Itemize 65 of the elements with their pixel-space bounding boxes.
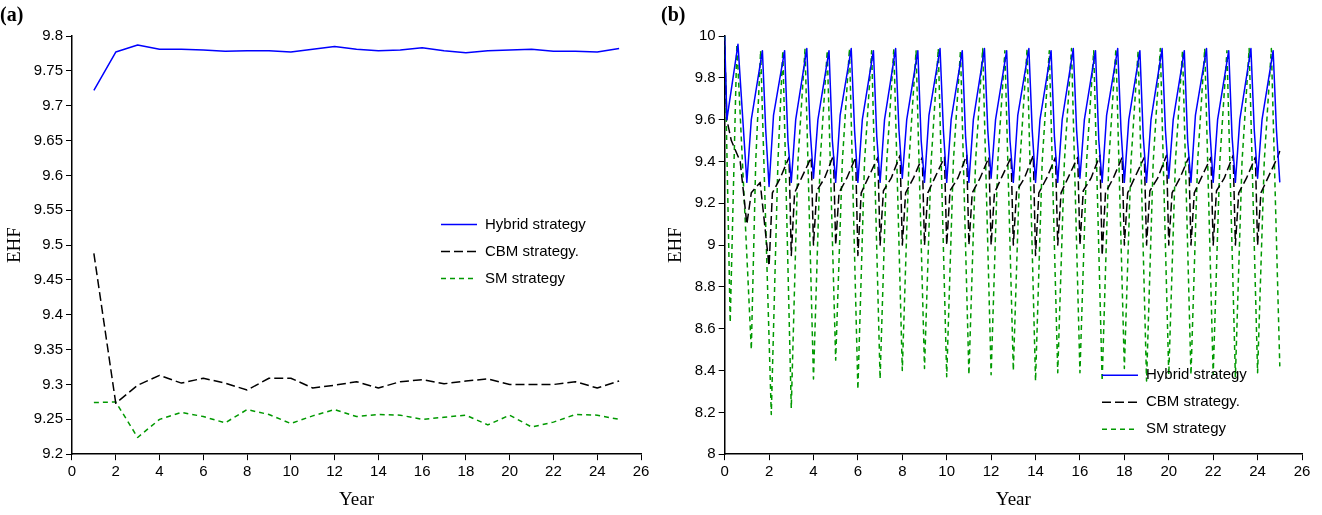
x-tick-label: 0 bbox=[720, 462, 729, 480]
y-tick-label: 8.8 bbox=[694, 277, 716, 295]
x-tick-label: 22 bbox=[545, 462, 562, 480]
x-tick-label: 16 bbox=[1071, 462, 1089, 480]
y-tick-label: 8.6 bbox=[694, 318, 716, 336]
x-tick-label: 24 bbox=[588, 462, 606, 480]
x-tick-label: 26 bbox=[1293, 462, 1311, 480]
y-axis-title: EHF bbox=[664, 227, 686, 264]
y-tick-label: 9.75 bbox=[33, 60, 63, 78]
x-tick-label: 6 bbox=[853, 462, 863, 480]
y-tick-label: 9.55 bbox=[33, 200, 63, 218]
x-axis-title: Year bbox=[338, 487, 375, 509]
x-tick-label: 18 bbox=[457, 462, 475, 480]
y-axis-title: EHF bbox=[3, 227, 25, 264]
x-tick-label: 12 bbox=[982, 462, 1000, 480]
y-tick-label: 9.5 bbox=[42, 235, 63, 253]
x-tick-label: 2 bbox=[764, 462, 774, 480]
y-tick-label: 9.2 bbox=[694, 193, 716, 211]
x-tick-label: 26 bbox=[632, 462, 650, 480]
legend-label: Hybrid strategy bbox=[485, 214, 587, 232]
legend-label: CBM strategy. bbox=[485, 241, 579, 259]
x-tick-label: 14 bbox=[1027, 462, 1044, 480]
x-tick-label: 12 bbox=[326, 462, 343, 480]
y-tick-label: 9.35 bbox=[33, 339, 63, 357]
x-tick-label: 20 bbox=[1160, 462, 1178, 480]
y-tick-label: 9.7 bbox=[42, 95, 63, 113]
x-tick-label: 10 bbox=[938, 462, 956, 480]
x-tick-label: 4 bbox=[809, 462, 818, 480]
y-tick-label: 9.25 bbox=[33, 409, 63, 427]
legend-label: Hybrid strategy bbox=[1146, 365, 1248, 383]
y-tick-label: 9.6 bbox=[694, 109, 716, 127]
legend-label: SM strategy bbox=[1146, 419, 1227, 437]
x-tick-label: 14 bbox=[370, 462, 387, 480]
y-tick-label: 10 bbox=[698, 26, 716, 44]
x-tick-label: 10 bbox=[282, 462, 300, 480]
x-tick-label: 2 bbox=[111, 462, 120, 480]
legend-label: CBM strategy. bbox=[1146, 392, 1240, 410]
y-tick-label: 9.4 bbox=[694, 151, 716, 169]
y-tick-label: 9.45 bbox=[33, 270, 63, 288]
x-tick-label: 6 bbox=[199, 462, 208, 480]
x-tick-label: 16 bbox=[413, 462, 431, 480]
chart-title: (b) bbox=[661, 3, 686, 27]
x-tick-label: 4 bbox=[155, 462, 164, 480]
y-tick-label: 9 bbox=[707, 235, 716, 253]
y-tick-label: 9.6 bbox=[42, 165, 63, 183]
x-tick-label: 20 bbox=[501, 462, 519, 480]
x-tick-label: 18 bbox=[1116, 462, 1133, 480]
y-tick-label: 8.2 bbox=[694, 402, 716, 420]
line-series bbox=[93, 401, 620, 439]
x-tick-label: 22 bbox=[1204, 462, 1222, 480]
x-axis-title: Year bbox=[995, 487, 1032, 509]
x-tick-label: 24 bbox=[1249, 462, 1266, 480]
y-tick-label: 8 bbox=[707, 444, 716, 462]
chart-title: (a) bbox=[0, 3, 24, 27]
y-tick-label: 9.65 bbox=[33, 130, 63, 148]
y-tick-label: 8.4 bbox=[694, 360, 716, 378]
y-tick-label: 9.3 bbox=[42, 374, 63, 392]
x-tick-label: 8 bbox=[242, 462, 252, 480]
y-tick-label: 9.2 bbox=[42, 444, 63, 462]
x-tick-label: 0 bbox=[67, 462, 77, 480]
y-tick-label: 9.8 bbox=[694, 67, 716, 85]
y-tick-label: 9.4 bbox=[42, 304, 63, 322]
x-tick-label: 8 bbox=[898, 462, 907, 480]
legend-label: SM strategy bbox=[485, 268, 566, 286]
y-tick-label: 9.8 bbox=[42, 26, 63, 44]
